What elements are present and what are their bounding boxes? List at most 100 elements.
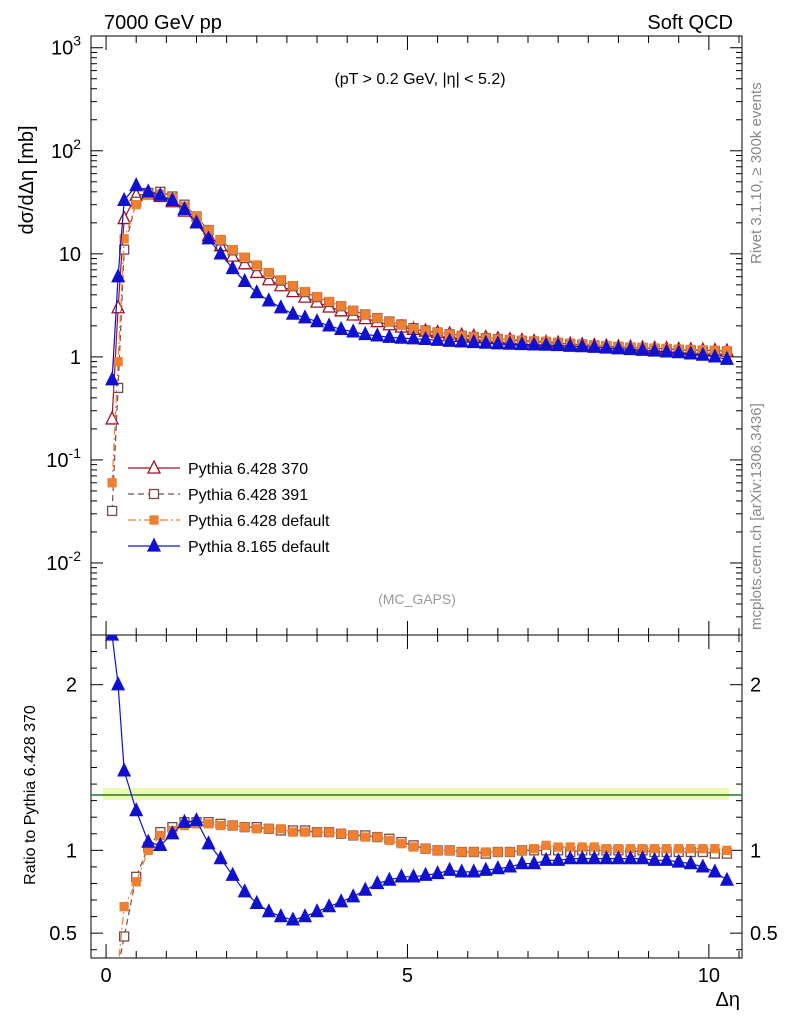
- data-point: [481, 847, 491, 857]
- series-pythia-6-428-default: [118, 819, 732, 958]
- cuts-label: (pT > 0.2 GeV, |η| < 5.2): [334, 71, 505, 88]
- main-ytick-label: 10-1: [46, 445, 81, 472]
- data-point: [165, 191, 180, 207]
- xtick-label: 10: [698, 965, 720, 987]
- data-point: [695, 858, 710, 873]
- data-point: [348, 830, 358, 841]
- data-point: [322, 317, 337, 332]
- data-point: [493, 847, 503, 857]
- data-point: [228, 244, 238, 255]
- data-point: [662, 844, 672, 854]
- data-point: [671, 344, 686, 359]
- legend-label: Pythia 6.428 391: [188, 487, 308, 504]
- data-point: [131, 200, 141, 210]
- data-point: [119, 234, 129, 244]
- ratio-ylabel: Ratio to Pythia 6.428 370: [22, 705, 39, 885]
- data-point: [189, 812, 204, 827]
- data-point: [526, 855, 542, 870]
- ratio-plot: 0.5 0.5 1 1 2 2 0 5 10 Ratio to Pythia 6.428 370…: [22, 634, 778, 1011]
- data-point: [396, 839, 407, 849]
- data-point: [312, 827, 322, 837]
- data-point: [698, 844, 708, 854]
- data-point: [201, 835, 216, 850]
- data-point: [442, 861, 457, 876]
- data-point: [189, 214, 204, 229]
- data-point: [213, 850, 228, 865]
- legend-label: Pythia 6.428 default: [188, 513, 330, 530]
- data-point: [111, 299, 126, 314]
- main-plot: 10-2 10-1 1 10 102 103 dσ/dΔη [mb] (pT > 0.2 …: [16, 33, 743, 636]
- data-point: [707, 863, 722, 878]
- data-point: [261, 903, 276, 918]
- data-point: [647, 342, 662, 357]
- header-right: Soft QCD: [647, 12, 733, 34]
- data-point: [649, 844, 660, 854]
- data-point: [551, 337, 566, 352]
- data-point: [408, 842, 419, 852]
- data-point: [466, 334, 481, 349]
- data-point: [264, 267, 274, 278]
- data-point: [370, 327, 385, 342]
- data-point: [358, 881, 373, 896]
- data-point: [514, 336, 530, 351]
- data-point: [372, 313, 382, 323]
- data-point: [264, 824, 274, 834]
- data-point: [553, 842, 563, 852]
- data-point: [346, 888, 361, 903]
- data-point: [358, 326, 373, 341]
- data-point: [611, 340, 626, 355]
- data-point: [396, 320, 407, 330]
- data-point: [384, 317, 395, 327]
- ref-band: [103, 788, 729, 800]
- data-point: [502, 335, 517, 350]
- data-point: [215, 820, 226, 831]
- data-point: [514, 855, 530, 870]
- ratio-ytick-label-right: 2: [750, 675, 761, 697]
- data-point: [215, 234, 226, 245]
- data-point: [107, 478, 117, 488]
- legend-marker: [149, 515, 159, 525]
- data-point: [273, 908, 288, 923]
- data-point: [647, 851, 662, 866]
- data-point: [129, 802, 144, 817]
- header-left: 7000 GeV pp: [104, 12, 222, 34]
- data-point: [541, 840, 551, 851]
- data-point: [153, 836, 168, 852]
- data-point: [240, 252, 250, 262]
- data-point: [201, 230, 216, 245]
- data-point: [105, 635, 120, 641]
- data-point: [360, 832, 370, 842]
- legend-label: Pythia 6.428 370: [188, 461, 308, 478]
- data-point: [285, 305, 300, 320]
- data-point: [394, 329, 409, 344]
- data-point: [372, 832, 382, 842]
- main-ytick-label: 102: [51, 136, 81, 163]
- data-point: [203, 819, 214, 829]
- data-point: [406, 330, 421, 345]
- data-point: [111, 676, 126, 691]
- data-point: [273, 299, 288, 314]
- data-point: [300, 286, 310, 297]
- data-point: [213, 245, 228, 260]
- data-point: [575, 338, 590, 353]
- data-point: [237, 883, 252, 898]
- data-point: [683, 855, 698, 870]
- data-point: [478, 334, 493, 349]
- data-point: [237, 272, 252, 288]
- data-point: [674, 844, 684, 854]
- data-point: [719, 871, 734, 886]
- data-point: [117, 191, 132, 207]
- main-series-group: [105, 177, 734, 517]
- data-point: [288, 827, 298, 837]
- data-point: [671, 853, 686, 868]
- data-point: [659, 343, 674, 358]
- data-point: [722, 845, 732, 855]
- data-point: [432, 845, 443, 855]
- data-point: [469, 847, 479, 857]
- data-point: [418, 866, 433, 881]
- data-point: [529, 844, 539, 854]
- data-point: [466, 863, 481, 878]
- data-point: [478, 861, 493, 876]
- legend-marker: [148, 488, 160, 500]
